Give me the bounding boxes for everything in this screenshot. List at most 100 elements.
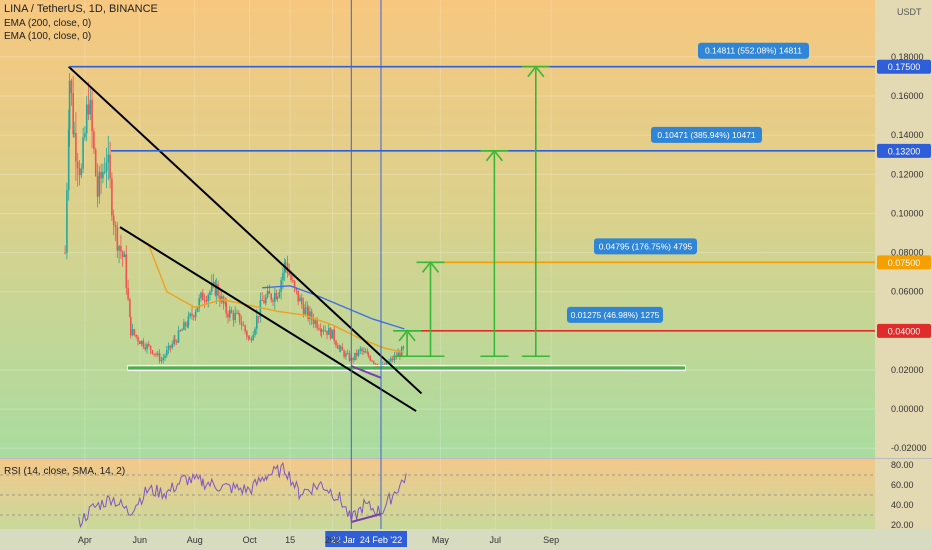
candle-body bbox=[399, 352, 401, 356]
rsi-legend[interactable]: RSI (14, close, SMA, 14, 2) bbox=[4, 466, 126, 477]
candle-body bbox=[174, 339, 176, 342]
candle-body bbox=[346, 353, 349, 355]
candle-body bbox=[265, 297, 267, 304]
candle-body bbox=[103, 171, 106, 173]
main-pane-background bbox=[0, 0, 875, 458]
candle-body bbox=[211, 283, 213, 292]
candle-body bbox=[244, 325, 246, 332]
candle-body bbox=[215, 283, 218, 296]
candle-body bbox=[78, 168, 81, 176]
candle-body bbox=[227, 313, 229, 318]
candle-body bbox=[348, 353, 351, 361]
candle-body bbox=[105, 162, 108, 172]
downtrend-line-upper bbox=[68, 65, 423, 395]
candle-body bbox=[246, 331, 248, 337]
price-level-tag bbox=[877, 143, 931, 158]
candle-body bbox=[131, 329, 134, 336]
candle-body bbox=[107, 154, 110, 163]
downtrend-line-lower bbox=[119, 226, 417, 412]
candle-body bbox=[149, 345, 152, 351]
x-tick-label: 202 bbox=[325, 535, 340, 545]
candle-body bbox=[162, 357, 164, 361]
candle-body bbox=[355, 352, 358, 356]
candle-body bbox=[320, 329, 323, 332]
rsi-line bbox=[78, 461, 407, 529]
candle-body bbox=[309, 311, 311, 319]
candle-body bbox=[337, 345, 339, 349]
candle-body bbox=[184, 322, 187, 327]
candle-body bbox=[181, 329, 183, 331]
candle-body bbox=[219, 295, 221, 302]
candle-body bbox=[261, 300, 263, 302]
candle-body bbox=[268, 291, 271, 295]
rsi-tick-label: 60.00 bbox=[891, 480, 914, 490]
target-label: 0.10471 (385.94%) 10471 bbox=[657, 130, 756, 140]
x-tick-label: Jun bbox=[133, 535, 148, 545]
candle-body bbox=[189, 313, 191, 317]
candle-body bbox=[139, 341, 141, 345]
candle-body bbox=[209, 291, 211, 296]
x-tick-label: May bbox=[432, 535, 450, 545]
candle-body bbox=[66, 190, 68, 253]
price-level-tag bbox=[877, 59, 931, 74]
candle-body bbox=[87, 104, 90, 115]
y-tick-label: 0.00000 bbox=[891, 404, 924, 414]
candle-body bbox=[252, 334, 254, 341]
candle-body bbox=[173, 339, 175, 345]
candle-body bbox=[306, 307, 308, 309]
target-label-box bbox=[698, 42, 809, 59]
candle-body bbox=[388, 361, 390, 363]
candle-body bbox=[240, 322, 243, 325]
candle-body bbox=[100, 171, 102, 179]
candle-body bbox=[94, 149, 97, 176]
candle-body bbox=[393, 355, 396, 361]
candle-body bbox=[390, 358, 392, 362]
candle-body bbox=[391, 358, 394, 361]
candle-body bbox=[366, 352, 369, 354]
candle-body bbox=[284, 262, 287, 264]
candle-body bbox=[72, 93, 74, 135]
y-tick-label: 0.16000 bbox=[891, 91, 924, 101]
candle-body bbox=[196, 307, 199, 312]
candle-body bbox=[111, 178, 113, 216]
candle-body bbox=[121, 251, 124, 258]
target-label-box bbox=[651, 126, 762, 143]
candle-body bbox=[343, 350, 345, 357]
date-marker-label: 24 Feb '22 bbox=[360, 535, 402, 545]
candle-body bbox=[186, 325, 189, 327]
candle-body bbox=[64, 252, 66, 254]
ema200-line bbox=[262, 285, 405, 330]
candle-body bbox=[202, 292, 204, 301]
x-tick-label: 15 bbox=[285, 535, 295, 545]
price-level-tag bbox=[877, 255, 931, 270]
candle-body bbox=[236, 312, 238, 314]
rsi-tick-label: 80.00 bbox=[891, 460, 914, 470]
candles-layer bbox=[64, 73, 405, 371]
price-level-label: 0.07500 bbox=[888, 258, 921, 268]
candle-body bbox=[335, 340, 337, 346]
candle-body bbox=[76, 161, 79, 169]
ema100-legend[interactable]: EMA (100, close, 0) bbox=[4, 31, 92, 42]
candle-body bbox=[135, 334, 137, 337]
rsi-divergence-line bbox=[351, 513, 382, 523]
candle-body bbox=[129, 299, 131, 317]
candle-body bbox=[187, 316, 190, 326]
candle-body bbox=[367, 353, 370, 357]
y-tick-label: 0.10000 bbox=[891, 208, 924, 218]
rsi-pane-background bbox=[0, 459, 875, 529]
candle-body bbox=[91, 99, 93, 132]
time-axis-background bbox=[0, 529, 932, 550]
price-level-label: 0.17500 bbox=[888, 62, 921, 72]
candle-body bbox=[93, 131, 95, 150]
candle-body bbox=[85, 104, 88, 134]
candle-body bbox=[292, 280, 294, 282]
candle-body bbox=[230, 310, 233, 313]
candle-body bbox=[329, 328, 332, 339]
ema200-legend[interactable]: EMA (200, close, 0) bbox=[4, 18, 92, 29]
candle-body bbox=[155, 353, 157, 355]
candle-body bbox=[225, 302, 227, 314]
candle-body bbox=[158, 353, 161, 361]
candle-body bbox=[263, 300, 265, 304]
candle-body bbox=[363, 351, 365, 353]
